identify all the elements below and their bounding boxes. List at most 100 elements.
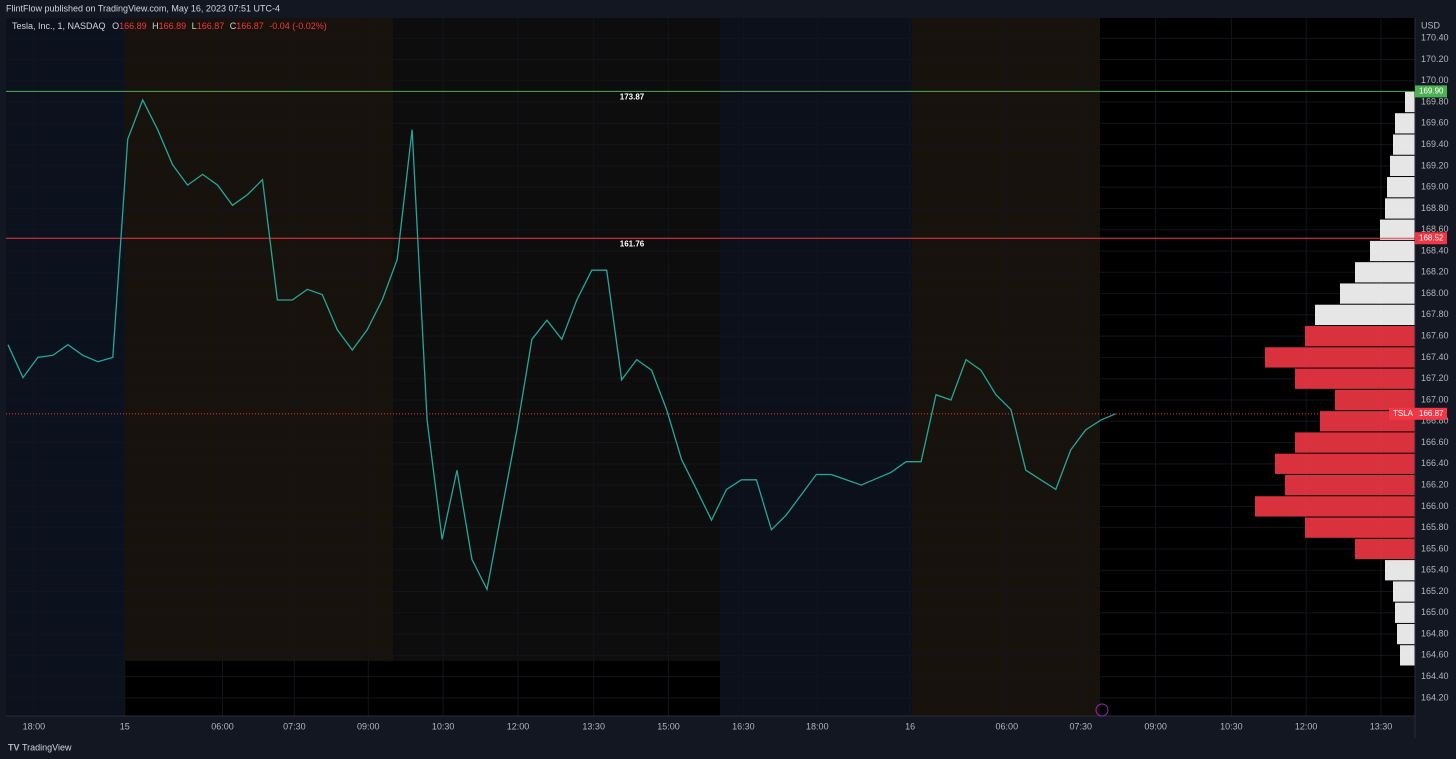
y-tick-label: 168.40: [1421, 245, 1449, 255]
volume-bar: [1265, 347, 1415, 368]
volume-bar: [1305, 326, 1415, 347]
y-tick-label: 164.80: [1421, 628, 1449, 638]
x-tick-label: 16:30: [732, 721, 755, 731]
x-tick-label: 18:00: [23, 721, 46, 731]
legend-high: 166.89: [159, 21, 187, 31]
currency: USD: [1421, 20, 1441, 30]
y-tick-label: 167.00: [1421, 394, 1449, 404]
y-tick-label: 169.80: [1421, 96, 1449, 106]
y-tick-label: 170.20: [1421, 54, 1449, 64]
y-tick-label: 167.80: [1421, 309, 1449, 319]
volume-bar: [1395, 602, 1415, 623]
legend-o: O: [112, 21, 119, 31]
y-tick-label: 166.80: [1421, 416, 1449, 426]
x-tick-label: 15: [120, 721, 130, 731]
session-bg: [125, 18, 393, 661]
y-tick-label: 168.00: [1421, 288, 1449, 298]
x-tick-label: 12:00: [1295, 721, 1318, 731]
x-tick-label: 07:30: [283, 721, 306, 731]
plot: 173.87 161.76: [6, 18, 1415, 716]
x-tick-label: 10:30: [432, 721, 455, 731]
last-price-badge: [1389, 407, 1447, 420]
line-annotation: 161.76: [620, 239, 645, 248]
last-price-label: 166.87: [1419, 409, 1444, 418]
volume-bar: [1390, 155, 1415, 177]
line-annotation: 173.87: [620, 93, 645, 102]
volume-bar: [1255, 496, 1415, 517]
volume-bar: [1335, 389, 1415, 411]
y-tick-label: 167.40: [1421, 352, 1449, 362]
session-bg: [720, 18, 912, 716]
legend: Tesla, Inc., 1, NASDAQ O166.89 H166.89 L…: [12, 21, 327, 31]
y-tick-label: 166.60: [1421, 437, 1449, 447]
x-tick-label: 12:00: [507, 721, 530, 731]
volume-bar: [1340, 283, 1415, 304]
y-tick-label: 166.00: [1421, 501, 1449, 511]
footer-brand: TradingView: [22, 742, 72, 752]
legend-low: 166.87: [197, 21, 225, 31]
y-tick-label: 165.60: [1421, 543, 1449, 553]
y-tick-label: 164.60: [1421, 650, 1449, 660]
x-tick-label: 06:00: [211, 721, 234, 731]
volume-bar: [1400, 645, 1415, 666]
x-tick-label: 09:00: [357, 721, 380, 731]
event-icon[interactable]: [1095, 703, 1109, 717]
volume-bar: [1385, 198, 1415, 219]
volume-bar: [1355, 262, 1415, 283]
volume-bar: [1395, 113, 1415, 134]
y-tick-label: 165.80: [1421, 522, 1449, 532]
y-tick-label: 169.20: [1421, 160, 1449, 170]
y-tick-label: 168.80: [1421, 203, 1449, 213]
x-tick-label: 13:30: [582, 721, 605, 731]
volume-bar: [1285, 474, 1415, 496]
y-tick-label: 165.40: [1421, 565, 1449, 575]
y-tick-label: 167.20: [1421, 373, 1449, 383]
volume-bar: [1385, 560, 1415, 581]
volume-bar: [1405, 91, 1415, 113]
session-bg: [393, 18, 720, 661]
x-tick-label: 18:00: [806, 721, 829, 731]
y-tick-label: 166.40: [1421, 458, 1449, 468]
volume-bar: [1295, 432, 1415, 453]
volume-bar: [1387, 177, 1415, 198]
price-badge-label: 168.52: [1419, 233, 1444, 242]
x-tick-label: 15:00: [657, 721, 680, 731]
y-tick-label: 165.20: [1421, 586, 1449, 596]
tv-logo: TV: [8, 742, 20, 752]
footer: [0, 738, 1456, 759]
volume-bar: [1355, 538, 1415, 560]
session-bg: [6, 18, 125, 716]
volume-bar: [1295, 368, 1415, 389]
price-line-series: [7, 98, 1116, 592]
volume-bar: [1315, 304, 1415, 326]
legend-l: L: [192, 21, 197, 31]
volume-bar: [1305, 517, 1415, 538]
y-tick-label: 170.40: [1421, 33, 1449, 43]
legend-symbol: Tesla, Inc., 1, NASDAQ: [12, 21, 106, 31]
price-badge: [1415, 232, 1447, 245]
x-tick-label: 10:30: [1220, 721, 1243, 731]
volume-bar: [1380, 219, 1415, 240]
volume-bar: [1397, 623, 1415, 645]
volume-bar: [1370, 240, 1415, 262]
y-tick-label: 166.20: [1421, 479, 1449, 489]
y-tick-label: 167.60: [1421, 331, 1449, 341]
y-tick-label: 164.20: [1421, 692, 1449, 702]
session-bg: [912, 18, 1100, 716]
x-tick-label: 09:00: [1144, 721, 1167, 731]
y-tick-label: 169.60: [1421, 118, 1449, 128]
legend-c: C: [230, 21, 237, 31]
legend-h: H: [152, 21, 159, 31]
y-tick-label: 169.40: [1421, 139, 1449, 149]
volume-bar: [1393, 134, 1415, 155]
last-price-symbol: TSLA: [1393, 409, 1414, 418]
y-tick-label: 168.20: [1421, 267, 1449, 277]
y-tick-label: 169.00: [1421, 182, 1449, 192]
x-tick-label: 06:00: [996, 721, 1019, 731]
publish-header: FlintFlow published on TradingView.com, …: [6, 3, 280, 13]
x-tick-label: 07:30: [1069, 721, 1092, 731]
price-badge-label: 169.90: [1419, 87, 1444, 96]
legend-change: -0.04 (-0.02%): [269, 21, 327, 31]
y-tick-label: 170.00: [1421, 75, 1449, 85]
